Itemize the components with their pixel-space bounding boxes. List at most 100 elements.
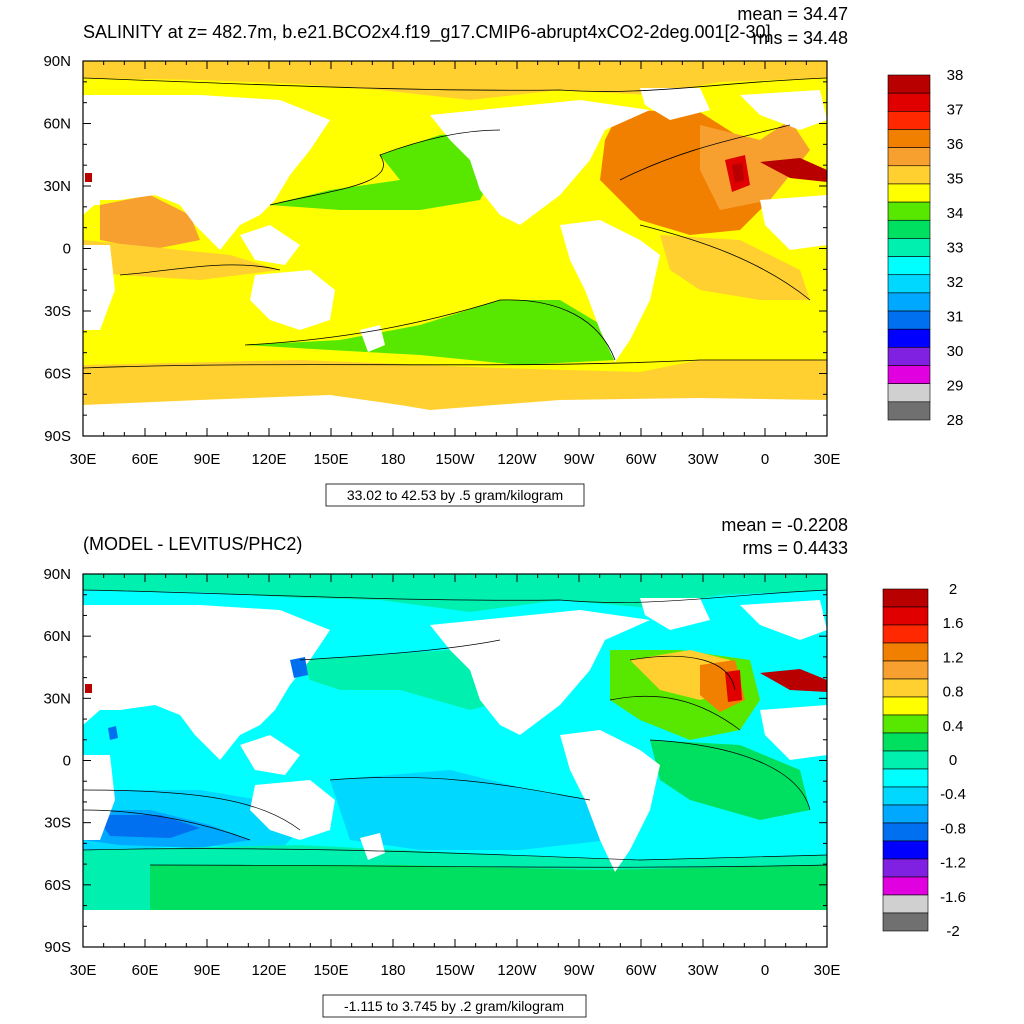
panel2-rms: rms = 0.4433 <box>742 538 848 558</box>
colorbar-swatch <box>887 201 931 221</box>
panel2-contours <box>83 589 827 868</box>
y-tick-label: 90N <box>43 566 71 583</box>
panel1-south-pacific-field <box>245 300 615 365</box>
panel2-okhotsk-blue-spot <box>290 657 308 678</box>
colorbar-label: 32 <box>947 274 964 291</box>
panel1-title: SALINITY at z= 482.7m, b.e21.BCO2x4.f19_… <box>83 22 771 43</box>
panel1-land <box>83 88 827 362</box>
colorbar-label: -1.6 <box>940 889 966 906</box>
colorbar-label: 31 <box>947 309 964 326</box>
panel2-west-africa-land <box>760 705 827 760</box>
y-tick-label: 90N <box>43 53 71 70</box>
panel2-southern-band2 <box>150 865 827 910</box>
panel2-contour <box>649 739 811 811</box>
x-tick-label: 0 <box>761 962 769 979</box>
colorbar-swatch <box>887 347 931 366</box>
colorbar-swatch <box>882 804 929 824</box>
panel1-maritime-land <box>240 225 300 265</box>
x-tick-label: 150E <box>313 962 348 979</box>
panel2-land <box>83 598 827 872</box>
panel2-eurasia-land <box>83 605 330 760</box>
panel2-contour <box>149 864 827 868</box>
panel2-contour <box>299 639 501 661</box>
panel1-contour <box>269 129 501 206</box>
x-tick-label: 60W <box>626 962 658 979</box>
panel1-mediterranean-spot <box>760 158 827 182</box>
colorbar-swatch <box>887 92 931 112</box>
panel2-ticks <box>82 573 828 948</box>
salinity-panel: SALINITY at z= 482.7m, b.e21.BCO2x4.f19_… <box>43 4 964 507</box>
panel1-greenland-land <box>640 88 710 120</box>
panel2-eq-atlantic-field <box>650 740 810 820</box>
panel2-contour <box>83 809 251 841</box>
panel2-contour-info: -1.115 to 3.745 by .2 gram/kilogram <box>344 998 564 1014</box>
x-tick-label: 90E <box>194 962 221 979</box>
colorbar-swatch <box>882 642 929 662</box>
colorbar-label: 33 <box>947 240 964 257</box>
colorbar-label: 0 <box>949 752 957 769</box>
panel1-west-africa-land <box>760 195 827 250</box>
panel1-map <box>83 61 827 436</box>
x-tick-label: 0 <box>761 451 769 468</box>
colorbar-swatch <box>882 588 929 608</box>
panel1-x-axis-labels: 30E 60E 90E 120E 150E 180 150W 120W 90W 60W 30W 0 30… <box>70 451 841 468</box>
colorbar-swatch <box>882 660 929 680</box>
colorbar-swatch <box>882 858 929 878</box>
colorbar-label: 0.8 <box>943 684 964 701</box>
colorbar-swatch <box>882 912 929 932</box>
x-tick-label: 60E <box>132 451 159 468</box>
colorbar-swatch <box>887 310 931 330</box>
panel2-mean: mean = -0.2208 <box>721 515 848 535</box>
panel1-red-sea-spot <box>85 173 92 182</box>
panel2-south-america-land <box>560 730 660 872</box>
panel2-mediterranean-spot <box>760 669 827 692</box>
colorbar-label: -1.2 <box>940 855 966 872</box>
x-tick-label: 90E <box>194 451 221 468</box>
panel2-contour <box>83 789 301 831</box>
colorbar-label: 34 <box>947 205 964 222</box>
colorbar-swatch <box>882 768 929 788</box>
panel1-indian-field <box>83 240 280 280</box>
colorbar-swatch <box>882 876 929 896</box>
x-tick-label: 30E <box>814 962 841 979</box>
y-tick-label: 60S <box>44 877 71 894</box>
panel1-contour <box>83 77 827 92</box>
panel2-x-axis-labels: 30E 60E 90E 120E 150E 180 150W 120W 90W 60W 30W 0 30… <box>70 962 841 979</box>
x-tick-label: 30W <box>688 962 720 979</box>
colorbar-swatch <box>882 624 929 644</box>
colorbar-label: 29 <box>947 378 964 395</box>
panel1-contour <box>83 359 827 369</box>
y-tick-label: 0 <box>63 241 71 258</box>
panel2-contour <box>609 695 741 731</box>
colorbar-swatch <box>887 129 931 148</box>
colorbar-label: 1.6 <box>943 615 964 632</box>
colorbar-swatch <box>887 401 931 421</box>
colorbar-swatch <box>887 256 931 276</box>
colorbar-swatch <box>882 714 929 734</box>
panel1-ticks <box>82 60 828 437</box>
x-tick-label: 60E <box>132 962 159 979</box>
panel1-arabia-land <box>83 185 100 205</box>
y-tick-label: 30N <box>43 178 71 195</box>
x-tick-label: 30E <box>814 451 841 468</box>
panel2-title: (MODEL - LEVITUS/PHC2) <box>83 534 302 554</box>
panel1-antarctica-land <box>83 395 827 436</box>
panel1-australia-land <box>250 270 335 330</box>
x-tick-label: 60W <box>626 451 658 468</box>
colorbar-swatch <box>887 365 931 384</box>
x-tick-label: 120W <box>497 451 537 468</box>
panel2-colorbar: 2 1.6 1.2 0.8 0.4 0 -0.4 -0.8 -1.2 -1.6 -2 <box>882 581 966 940</box>
panel2-contour <box>83 589 827 603</box>
panel1-contour-info: 33.02 to 42.53 by .5 gram/kilogram <box>347 487 563 503</box>
panel2-antarctica-land <box>83 910 827 947</box>
colorbar-label: -0.4 <box>940 786 966 803</box>
colorbar-swatch <box>887 183 931 203</box>
panel2-maritime-land <box>240 735 300 775</box>
panel1-rms: rms = 34.48 <box>752 28 848 48</box>
panel2-contour <box>329 776 591 801</box>
colorbar-swatch <box>887 74 931 94</box>
panel2-red-sea-spot <box>85 684 92 693</box>
panel1-europe-land <box>740 90 827 130</box>
colorbar-swatch <box>887 292 931 312</box>
